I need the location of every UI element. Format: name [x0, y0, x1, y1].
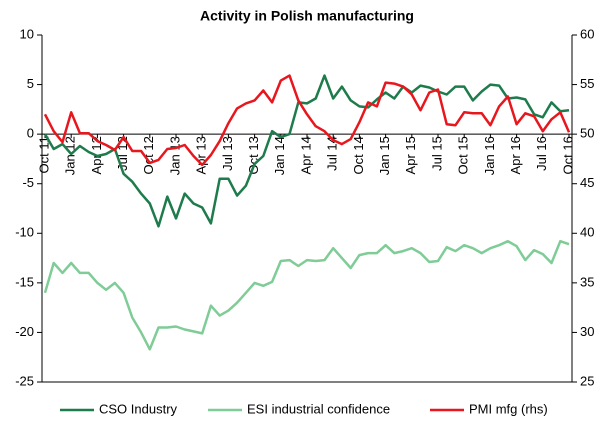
x-tick-label: Oct 13	[246, 136, 261, 174]
x-tick-label: Jul 13	[220, 136, 235, 171]
y2-tick-label: 35	[580, 274, 594, 289]
x-tick-label: Apr 16	[508, 136, 523, 174]
series-line	[43, 239, 570, 351]
legend-label: CSO Industry	[99, 401, 178, 416]
legend-label: ESI industrial confidence	[247, 401, 390, 416]
y-tick-label: -25	[15, 373, 34, 388]
x-tick-label: Jan 13	[167, 136, 182, 175]
y-tick-label: -20	[15, 324, 34, 339]
y-tick-label: -10	[15, 225, 34, 240]
x-tick-label: Oct 12	[141, 136, 156, 174]
x-tick-label: Oct 14	[351, 136, 366, 174]
x-tick-label: Jan 12	[63, 136, 78, 175]
x-tick-label: Jul 16	[534, 136, 549, 171]
y2-tick-label: 25	[580, 373, 594, 388]
y-tick-label: -15	[15, 274, 34, 289]
x-tick-label: Jan 16	[482, 136, 497, 175]
y2-tick-label: 30	[580, 324, 594, 339]
y-tick-label: 5	[27, 76, 34, 91]
x-tick-label: Apr 13	[194, 136, 209, 174]
y-tick-label: 10	[20, 26, 34, 41]
x-tick-label: Oct 11	[36, 136, 51, 173]
legend-label: PMI mfg (rhs)	[469, 401, 548, 416]
x-tick-label: Apr 14	[298, 136, 313, 174]
y2-tick-label: 45	[580, 175, 594, 190]
x-tick-label: Jan 15	[377, 136, 392, 175]
y2-tick-label: 50	[580, 126, 594, 141]
y2-tick-label: 40	[580, 225, 594, 240]
y-tick-label: -5	[22, 175, 34, 190]
y2-tick-label: 55	[580, 76, 594, 91]
chart-title: Activity in Polish manufacturing	[200, 8, 414, 24]
x-tick-label: Oct 15	[456, 136, 471, 174]
y2-tick-label: 60	[580, 26, 594, 41]
y-tick-label: 0	[27, 126, 34, 141]
x-tick-label: Jul 14	[325, 136, 340, 171]
x-tick-label: Jan 14	[272, 136, 287, 175]
series-line	[43, 74, 570, 228]
x-tick-label: Jul 15	[429, 136, 444, 171]
x-tick-label: Apr 15	[403, 136, 418, 174]
x-tick-label: Oct 16	[560, 136, 575, 174]
series-line	[43, 74, 571, 167]
